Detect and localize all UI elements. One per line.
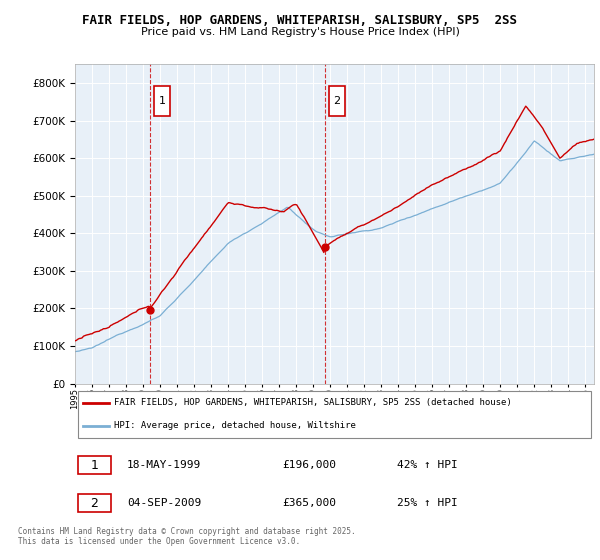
Text: Contains HM Land Registry data © Crown copyright and database right 2025.
This d: Contains HM Land Registry data © Crown c… [18, 527, 355, 547]
FancyBboxPatch shape [77, 456, 112, 474]
Text: 1: 1 [158, 96, 166, 106]
FancyBboxPatch shape [77, 391, 592, 437]
Text: HPI: Average price, detached house, Wiltshire: HPI: Average price, detached house, Wilt… [114, 422, 356, 431]
Text: 18-MAY-1999: 18-MAY-1999 [127, 460, 201, 470]
Text: 25% ↑ HPI: 25% ↑ HPI [397, 498, 458, 508]
Text: 04-SEP-2009: 04-SEP-2009 [127, 498, 201, 508]
Text: £365,000: £365,000 [283, 498, 337, 508]
Text: 2: 2 [91, 497, 98, 510]
Text: 1: 1 [91, 459, 98, 472]
Text: 2: 2 [334, 96, 341, 106]
FancyBboxPatch shape [77, 494, 112, 512]
Text: FAIR FIELDS, HOP GARDENS, WHITEPARISH, SALISBURY, SP5 2SS (detached house): FAIR FIELDS, HOP GARDENS, WHITEPARISH, S… [114, 398, 512, 407]
Text: £196,000: £196,000 [283, 460, 337, 470]
Text: Price paid vs. HM Land Registry's House Price Index (HPI): Price paid vs. HM Land Registry's House … [140, 27, 460, 37]
Text: FAIR FIELDS, HOP GARDENS, WHITEPARISH, SALISBURY, SP5  2SS: FAIR FIELDS, HOP GARDENS, WHITEPARISH, S… [83, 14, 517, 27]
FancyBboxPatch shape [154, 86, 170, 116]
Text: 42% ↑ HPI: 42% ↑ HPI [397, 460, 458, 470]
FancyBboxPatch shape [329, 86, 346, 116]
